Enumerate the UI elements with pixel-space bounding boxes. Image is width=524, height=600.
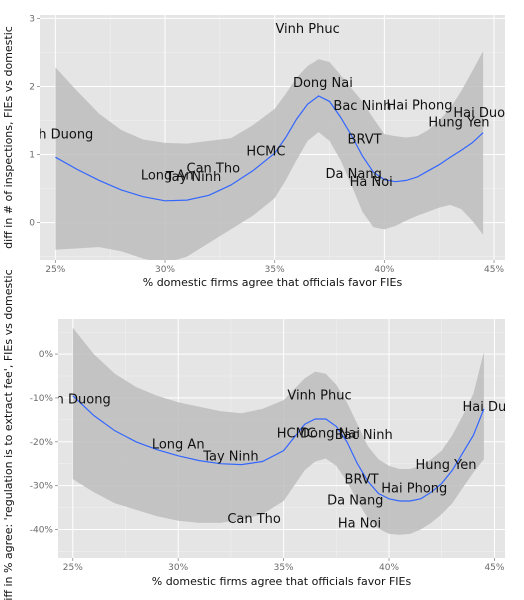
- point-label: Ha Noi: [350, 175, 393, 190]
- x-tick-label: 40%: [374, 265, 394, 275]
- smooth-line: [72, 395, 485, 502]
- point-label: HCMC: [277, 427, 316, 442]
- point-label: Hai Phong: [381, 481, 447, 496]
- x-tick-label: 45%: [484, 265, 504, 275]
- point-label: Hung Yen: [428, 115, 489, 130]
- point-label: Da Nang: [326, 167, 382, 182]
- x-tick-label: 40%: [379, 563, 399, 573]
- point-label: Vinh Phuc: [275, 22, 339, 37]
- point-label: Dong Nai: [300, 427, 360, 442]
- x-tick-label: 25%: [63, 563, 83, 573]
- confidence-band: [55, 51, 484, 260]
- point-label: Long An: [152, 438, 205, 453]
- x-axis-title: % domestic firms agree that officials fa…: [152, 575, 412, 588]
- y-tick-label: 1: [29, 151, 35, 161]
- point-label: Can Tho: [227, 512, 281, 527]
- y-axis-title: diff in % agree: 'regulation is to extra…: [2, 269, 15, 600]
- point-label: Hai Phong: [386, 98, 452, 113]
- y-axis-title: diff in # of inspections, FIEs vs domest…: [2, 26, 15, 249]
- y-tick-label: 0: [29, 219, 35, 229]
- x-tick-label: 35%: [265, 265, 285, 275]
- y-tick-label: -40%: [30, 525, 54, 535]
- point-label: Bac Ninh: [333, 99, 391, 114]
- point-label: Tay Ninh: [165, 170, 221, 185]
- y-tick-label: 3: [29, 14, 35, 24]
- y-tick-label: -30%: [30, 482, 54, 492]
- point-label: Can Tho: [187, 162, 241, 177]
- x-tick-label: 25%: [45, 265, 65, 275]
- confidence-band: [72, 327, 484, 535]
- x-tick-label: 35%: [274, 563, 294, 573]
- y-tick-label: 0%: [39, 350, 54, 360]
- y-tick-label: -20%: [30, 438, 54, 448]
- x-tick-label: 45%: [484, 563, 504, 573]
- point-label: HCMC: [246, 145, 285, 160]
- x-tick-label: 30%: [168, 563, 188, 573]
- x-axis-title: % domestic firms agree that officials fa…: [143, 276, 403, 289]
- point-label: Ha Noi: [338, 516, 381, 531]
- point-label: Binh Duong: [17, 128, 93, 143]
- x-tick-label: 30%: [155, 265, 175, 275]
- point-label: Bac Ninh: [335, 428, 393, 443]
- point-label: Tay Ninh: [202, 449, 258, 464]
- chart-panel-1: 25% 30% 35% 40% 45% 0 1 2 3 Binh Duong Long AnTay …: [2, 14, 521, 289]
- point-label: Hai Duong: [463, 400, 524, 415]
- point-label: Hai Duong: [453, 106, 521, 121]
- point-label: Hung Yen: [415, 458, 476, 473]
- chart-panel-2: 25% 30% 35% 40% 45%0%-10%-20%-30%-40%Binh Du…: [2, 269, 524, 600]
- y-tick-label: -10%: [30, 394, 54, 404]
- point-label: Da Nang: [327, 494, 383, 509]
- point-label: Dong Nai: [293, 76, 353, 91]
- point-label: BRVT: [345, 473, 379, 488]
- point-label: Binh Duong: [35, 392, 111, 407]
- smooth-line: [55, 95, 484, 202]
- point-label: Vinh Phuc: [287, 388, 351, 403]
- point-label: BRVT: [348, 132, 382, 147]
- point-label: Long An: [141, 168, 194, 183]
- y-tick-label: 2: [29, 82, 35, 92]
